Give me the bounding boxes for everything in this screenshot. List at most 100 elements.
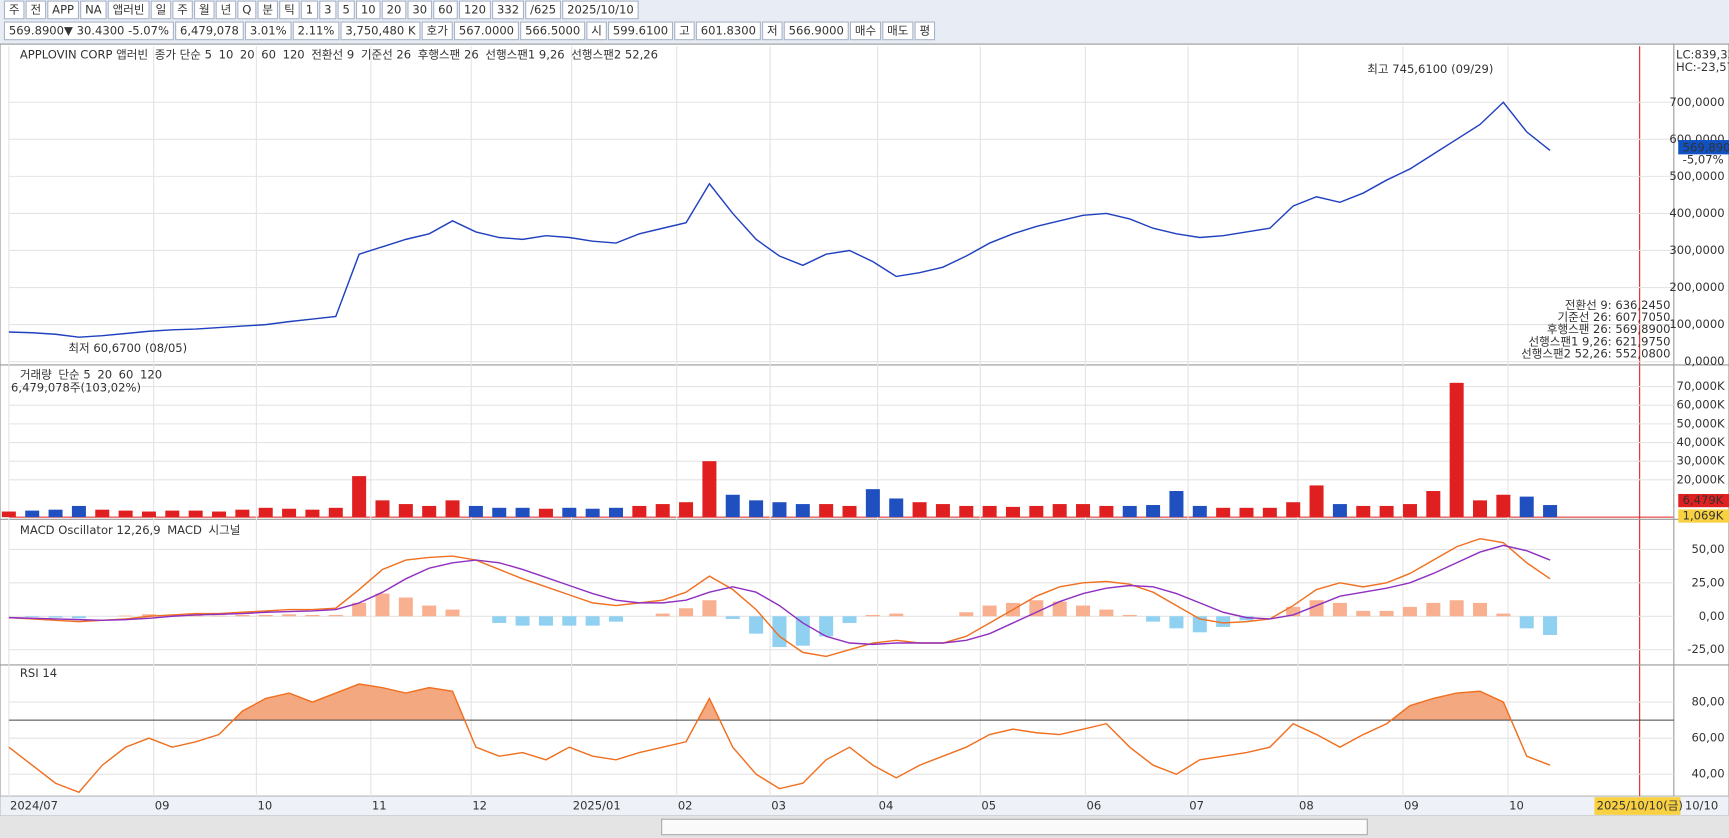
toolbar-cell[interactable]: [337, 0, 355, 20]
toolbar-cell[interactable]: [453, 21, 520, 41]
volume-bar: [1122, 505, 1137, 518]
toolbar-cell[interactable]: [882, 21, 914, 41]
toolbar-cell[interactable]: [244, 21, 292, 41]
toolbar-text: 일: [156, 2, 167, 16]
oscillator-bar: [1192, 616, 1207, 633]
volume-bar: [819, 504, 834, 518]
volume-bar: [1262, 507, 1277, 518]
toolbar-cell[interactable]: [355, 0, 381, 20]
toolbar-cell[interactable]: [237, 0, 257, 20]
toolbar-cell[interactable]: [762, 21, 783, 41]
volume-bar: [305, 509, 320, 518]
volume-bar: [235, 509, 250, 518]
toolbar-cell[interactable]: [674, 21, 695, 41]
toolbar-cell[interactable]: [215, 0, 237, 20]
volume-bar: [282, 508, 297, 518]
volume-bar: [632, 505, 647, 518]
toolbar-cell[interactable]: [300, 0, 319, 20]
oscillator-bar: [1052, 601, 1067, 617]
legend-item: 10: [219, 48, 234, 62]
x-tick-label: 09: [1404, 799, 1419, 813]
volume-bar: [188, 510, 203, 518]
toolbar-text: 120: [464, 2, 486, 16]
oscillator-bar: [865, 614, 880, 617]
toolbar-cell[interactable]: [607, 21, 674, 41]
volume-bar: [1, 511, 16, 518]
toolbar-cell[interactable]: [421, 21, 453, 41]
toolbar-cell[interactable]: [107, 0, 150, 20]
toolbar-cell[interactable]: [586, 21, 607, 41]
y-tick-label: 50,00: [1691, 542, 1724, 556]
legend-item: 20: [240, 48, 255, 62]
toolbar-cell[interactable]: [257, 0, 279, 20]
legend-item: 120: [283, 48, 305, 62]
oscillator-bar: [562, 616, 577, 626]
toolbar-text: 599.6100: [613, 23, 668, 37]
toolbar-cell[interactable]: [47, 0, 80, 20]
toolbar-cell[interactable]: [172, 0, 193, 20]
scroll-thumb[interactable]: [661, 818, 1368, 836]
oscillator-bar: [258, 614, 273, 617]
legend-item: 20: [97, 367, 112, 381]
toolbar-cell[interactable]: [849, 21, 882, 41]
toolbar-cell[interactable]: [292, 21, 340, 41]
toolbar-text: 월: [199, 2, 210, 16]
legend-value: 선행스팬2 52,26: 552,0800: [1521, 346, 1670, 360]
toolbar-cell[interactable]: [783, 21, 849, 41]
volume-bar: [445, 500, 460, 518]
toolbar-text: 앱러빈: [113, 2, 145, 16]
volume-bar: [1496, 494, 1511, 518]
volume-bar: [1169, 491, 1184, 518]
macd-line: [8, 537, 1551, 658]
volume-last: 6,479K: [1683, 493, 1724, 507]
y-tick-label: 0,00: [1699, 609, 1725, 623]
lc-label: LC:839,33: [1676, 48, 1729, 62]
toolbar-cell[interactable]: [381, 0, 407, 20]
volume-bar: [1426, 491, 1441, 518]
toolbar-text: 평: [919, 23, 930, 37]
legend-item: MACD Oscillator 12,26,9: [20, 523, 161, 537]
oscillator-bar: [1449, 600, 1464, 617]
toolbar-cell[interactable]: [80, 0, 107, 20]
toolbar-text: 주: [9, 2, 20, 16]
toolbar-cell[interactable]: [150, 0, 172, 20]
volume-bar: [1402, 504, 1417, 518]
oscillator-bar: [749, 616, 764, 634]
toolbar-cell[interactable]: [340, 21, 421, 41]
x-tick-label: 03: [771, 799, 786, 813]
end-date: 10/10: [1685, 799, 1718, 813]
x-tick-label: 04: [879, 799, 894, 813]
toolbar-cell[interactable]: [175, 21, 244, 41]
price-line: [8, 101, 1551, 338]
toolbar-cell[interactable]: [914, 21, 936, 41]
toolbar-cell[interactable]: [562, 0, 639, 20]
y-tick-label: 30,000K: [1677, 454, 1725, 468]
last-change: -5,07%: [1683, 152, 1724, 166]
oscillator-bar: [725, 616, 740, 619]
toolbar-cell[interactable]: [279, 0, 300, 20]
toolbar-cell[interactable]: [520, 21, 586, 41]
oscillator-bar: [328, 614, 343, 617]
toolbar-text: 년: [221, 2, 232, 16]
toolbar-cell[interactable]: [193, 0, 215, 20]
volume-bar: [538, 508, 553, 518]
toolbar-cell[interactable]: [458, 0, 491, 20]
toolbar-cell[interactable]: [492, 0, 525, 20]
toolbar-text: 2.11%: [298, 23, 335, 37]
x-tick-label: 2024/07: [10, 799, 58, 813]
y-tick-label: 20,000K: [1677, 472, 1725, 486]
volume-bar: [889, 498, 904, 518]
oscillator-bar: [1519, 616, 1534, 629]
x-tick-label: 08: [1299, 799, 1314, 813]
legend-item: 전환선 9: [311, 48, 354, 62]
volume-bar: [725, 494, 740, 518]
toolbar-cell[interactable]: [433, 0, 458, 20]
toolbar-cell[interactable]: [525, 0, 562, 20]
toolbar-cell[interactable]: [407, 0, 433, 20]
toolbar-cell[interactable]: [25, 0, 47, 20]
toolbar-cell[interactable]: [3, 0, 25, 20]
toolbar-cell[interactable]: [3, 21, 174, 41]
x-tick-label: 2025/01: [573, 799, 621, 813]
toolbar-cell[interactable]: [319, 0, 337, 20]
toolbar-cell[interactable]: [695, 21, 761, 41]
